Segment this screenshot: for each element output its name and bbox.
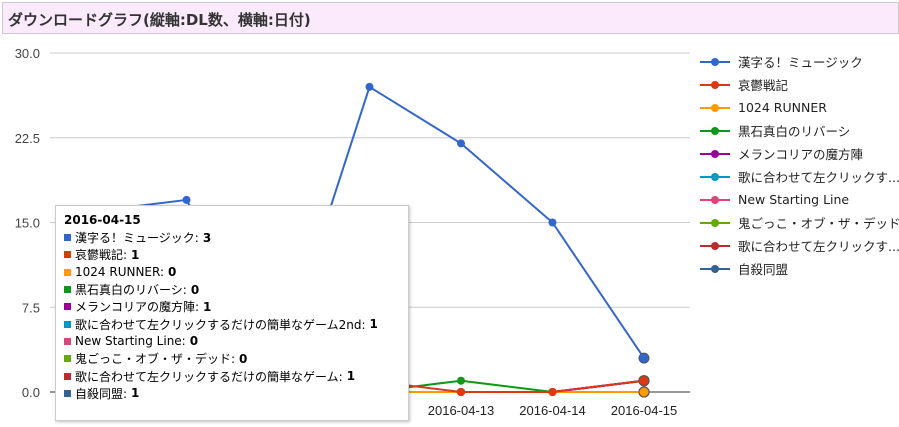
- x-tick-label: 2016-04-14: [519, 403, 586, 418]
- legend-item[interactable]: 歌に合わせて左クリックす...: [700, 234, 899, 257]
- series-color-icon: [64, 389, 71, 397]
- legend-line-icon: [700, 57, 730, 66]
- tooltip-value: 3: [202, 230, 212, 245]
- tooltip-row: 黒石真白のリバーシ: 0: [64, 281, 408, 298]
- tooltip-row: 1024 RUNNER: 0: [64, 264, 408, 281]
- series-color-icon: [64, 251, 71, 259]
- series-color-icon: [64, 337, 71, 345]
- legend-line-icon: [700, 264, 730, 273]
- legend-label: 鬼ごっこ・オブ・ザ・デッド: [738, 216, 899, 231]
- y-tick-label: 30.0: [15, 46, 40, 61]
- legend-item[interactable]: 自殺同盟: [700, 257, 899, 280]
- legend-label: 自殺同盟: [738, 262, 789, 277]
- data-point[interactable]: [457, 139, 465, 148]
- legend-line-icon: [700, 195, 730, 204]
- legend-label: 黒石真白のリバーシ: [738, 124, 851, 139]
- chart-title: ダウンロードグラフ(縦軸:DL数、横軸:日付): [8, 11, 311, 29]
- y-tick-label: 0.0: [22, 385, 40, 400]
- tooltip-value: 1: [346, 369, 356, 384]
- tooltip-label: 歌に合わせて左クリックするだけの簡単なゲーム:: [75, 369, 343, 384]
- tooltip-row: 鬼ごっこ・オブ・ザ・デッド: 0: [64, 350, 408, 367]
- legend-item[interactable]: New Starting Line: [700, 188, 899, 211]
- legend-line-icon: [700, 218, 730, 227]
- series-color-icon: [64, 355, 71, 363]
- tooltip-row: 歌に合わせて左クリックするだけの簡単なゲーム2nd: 1: [64, 315, 408, 332]
- series-color-icon: [64, 286, 71, 294]
- series-color-icon: [64, 320, 71, 328]
- tooltip-value: 1: [131, 247, 140, 262]
- series-color-icon: [64, 234, 71, 242]
- legend-item[interactable]: 漢字る！ミュージック: [700, 50, 899, 73]
- data-point[interactable]: [182, 195, 191, 204]
- data-point[interactable]: [548, 218, 557, 227]
- chart-header: ダウンロードグラフ(縦軸:DL数、横軸:日付): [2, 2, 899, 34]
- tooltip-value: 1: [369, 317, 378, 332]
- tooltip-label: 哀鬱戦記:: [75, 248, 128, 263]
- legend-line-icon: [700, 149, 730, 158]
- tooltip: 2016-04-15 漢字る！ミュージック: 3 哀鬱戦記: 1 1024 RUNNER…: [55, 205, 409, 421]
- series-color-icon: [64, 303, 71, 311]
- tooltip-date: 2016-04-15: [64, 213, 141, 227]
- legend-line-icon: [700, 126, 730, 135]
- series-color-icon: [64, 372, 71, 380]
- y-tick-label: 7.5: [22, 300, 40, 315]
- tooltip-row: New Starting Line: 0: [64, 333, 408, 350]
- data-point[interactable]: [457, 388, 465, 396]
- legend-label: メランコリアの魔方陣: [738, 147, 864, 162]
- legend-item[interactable]: 哀鬱戦記: [700, 73, 899, 96]
- legend-label: New Starting Line: [738, 192, 850, 207]
- tooltip-label: 自殺同盟:: [75, 386, 128, 401]
- tooltip-value: 0: [189, 334, 199, 349]
- x-tick-label: 2016-04-15: [611, 403, 678, 418]
- tooltip-row: メランコリアの魔方陣: 1: [64, 298, 408, 315]
- tooltip-row: 哀鬱戦記: 1: [64, 246, 408, 263]
- data-point[interactable]: [457, 376, 465, 385]
- legend-label: 歌に合わせて左クリックす...: [738, 239, 899, 254]
- legend-label: 歌に合わせて左クリックす...: [738, 170, 899, 185]
- tooltip-label: New Starting Line:: [75, 334, 186, 349]
- data-point[interactable]: [638, 352, 650, 364]
- legend-item[interactable]: 歌に合わせて左クリックす...: [700, 165, 899, 188]
- x-tick-label: 2016-04-13: [428, 403, 495, 418]
- tooltip-row: 漢字る！ミュージック: 3: [64, 229, 408, 246]
- data-point[interactable]: [548, 388, 557, 396]
- legend-line-icon: [700, 103, 730, 112]
- series-color-icon: [64, 268, 71, 276]
- tooltip-value: 1: [131, 386, 140, 401]
- tooltip-value: 1: [203, 299, 212, 314]
- tooltip-label: 鬼ごっこ・オブ・ザ・デッド:: [75, 352, 236, 367]
- tooltip-row: 自殺同盟: 1: [64, 385, 408, 402]
- legend-item[interactable]: メランコリアの魔方陣: [700, 142, 899, 165]
- y-tick-label: 15.0: [15, 216, 40, 231]
- tooltip-label: 黒石真白のリバーシ:: [75, 283, 187, 298]
- tooltip-row: 歌に合わせて左クリックするだけの簡単なゲーム: 1: [64, 367, 408, 384]
- tooltip-label: 漢字る！ミュージック:: [75, 231, 199, 246]
- legend-line-icon: [700, 172, 730, 181]
- legend-item[interactable]: 1024 RUNNER: [700, 96, 899, 119]
- y-tick-label: 22.5: [15, 131, 40, 146]
- legend-label: 1024 RUNNER: [738, 100, 827, 115]
- data-point[interactable]: [365, 82, 374, 91]
- data-point[interactable]: [638, 375, 650, 387]
- legend-item[interactable]: 鬼ごっこ・オブ・ザ・デッド: [700, 211, 899, 234]
- tooltip-label: メランコリアの魔方陣:: [75, 300, 200, 315]
- legend: 漢字る！ミュージック 哀鬱戦記 1024 RUNNER 黒石真白のリバーシ メランコリア…: [700, 50, 899, 280]
- tooltip-label: 1024 RUNNER:: [75, 265, 165, 280]
- legend-line-icon: [700, 80, 730, 89]
- tooltip-value: 0: [190, 282, 200, 297]
- data-point[interactable]: [638, 386, 650, 398]
- tooltip-value: 0: [239, 351, 248, 366]
- tooltip-value: 0: [168, 265, 177, 280]
- legend-label: 漢字る！ミュージック: [738, 55, 863, 70]
- legend-line-icon: [700, 241, 730, 250]
- legend-label: 哀鬱戦記: [738, 78, 789, 93]
- tooltip-label: 歌に合わせて左クリックするだけの簡単なゲーム2nd:: [75, 317, 366, 332]
- legend-item[interactable]: 黒石真白のリバーシ: [700, 119, 899, 142]
